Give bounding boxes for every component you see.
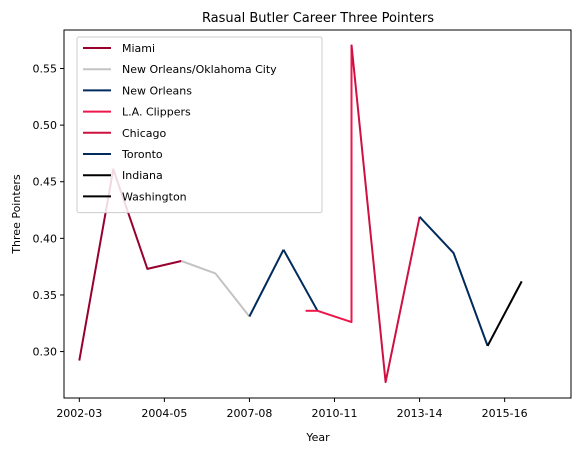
x-axis-label: Year [305,431,330,444]
y-tick-label: 0.35 [33,289,58,302]
series-line-new-orleans-oklahoma-city [181,260,251,318]
series-line-chicago [350,44,421,384]
y-tick-label: 0.45 [33,176,58,189]
legend-label-chicago: Chicago [122,127,166,140]
legend-label-toronto: Toronto [121,148,163,161]
series-line-miami [78,168,182,361]
connector-line-1 [282,249,319,312]
series-line-toronto [418,216,489,347]
x-tick-label: 2010-11 [312,407,358,420]
x-tick-label: 2004-05 [141,407,187,420]
legend: Miami New Orleans/Oklahoma City New Orlean… [76,36,323,214]
plot-frame [63,29,572,399]
y-tick-label: 0.50 [33,119,58,132]
x-axis-ticks: 2002-03 2004-05 2007-08 2010-11 2013-14 2015-… [56,398,528,420]
y-tick-label: 0.40 [33,232,58,245]
legend-label-miami: Miami [122,42,155,55]
legend-box [76,36,323,214]
y-axis-ticks: 0.30 0.35 0.40 0.45 0.50 0.55 [33,62,64,359]
y-tick-label: 0.55 [33,62,58,75]
x-tick-label: 2007-08 [226,407,272,420]
x-tick-label: 2002-03 [56,407,102,420]
chart-title: Rasual Butler Career Three Pointers [202,11,434,26]
legend-label-washington: Washington [122,190,187,203]
y-axis-label: Three Pointers [10,174,23,255]
legend-label-indiana: Indiana [122,169,163,182]
x-tick-label: 2015-16 [482,407,528,420]
series-line-new-orleans [248,249,285,317]
series-line-washington [486,280,523,347]
x-tick-label: 2013-14 [397,407,443,420]
series-line-l-a-clippers [317,44,353,324]
legend-label-new-orleans-oklahoma-city: New Orleans/Oklahoma City [122,63,277,76]
legend-label-new-orleans: New Orleans [122,84,192,97]
series-layer [78,44,523,384]
legend-label-l-a-clippers: L.A. Clippers [122,106,191,119]
y-tick-label: 0.30 [33,346,58,359]
